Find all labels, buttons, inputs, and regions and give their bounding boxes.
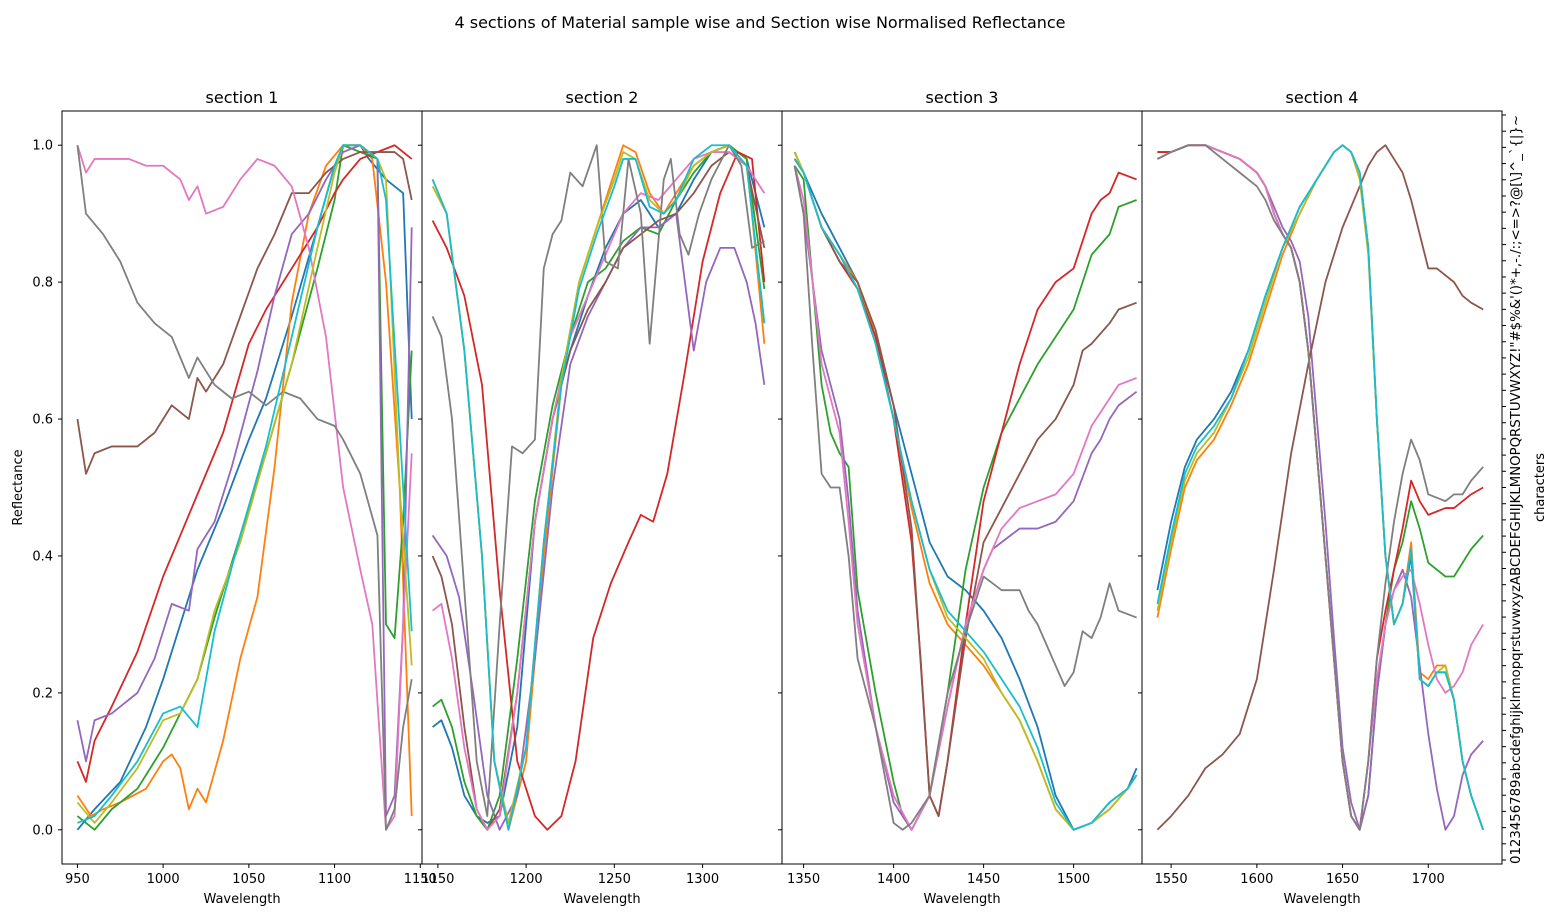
series-line-2-8 bbox=[431, 144, 765, 817]
y-tick-label: 1.0 bbox=[32, 139, 53, 154]
x-tick-label: 1700 bbox=[1412, 872, 1445, 887]
series-line-4-8 bbox=[1157, 144, 1484, 831]
x-axis-label: Wavelength bbox=[923, 892, 1000, 907]
right-axis: 0123456789abcdefghijklmnopqrstuvwxyzABCD… bbox=[1502, 114, 1548, 864]
x-tick-label: 1150 bbox=[404, 872, 437, 887]
figure-title: 4 sections of Material sample wise and S… bbox=[454, 13, 1065, 32]
x-tick-label: 1000 bbox=[147, 872, 180, 887]
series-line-1-10 bbox=[77, 144, 413, 824]
series-line-2-7 bbox=[432, 151, 766, 831]
y-tick-label: 0.6 bbox=[32, 413, 53, 428]
x-axis-label: Wavelength bbox=[1283, 892, 1360, 907]
y-axis-label: Reflectance bbox=[11, 449, 26, 525]
series-line-2-3 bbox=[432, 144, 766, 831]
chart-panels: section 1 950 1000 1050 1100 1150 Wavelength 0.… bbox=[11, 88, 1503, 907]
chart-panel-4: section 4 1550 1600 1650 1700 Wavelength bbox=[1138, 88, 1503, 907]
x-tick-label: 1100 bbox=[318, 872, 351, 887]
y-tick-label: 0.4 bbox=[32, 549, 53, 564]
series-line-1-7 bbox=[76, 144, 413, 831]
right-axis-label: characters bbox=[1533, 453, 1548, 522]
x-tick-label: 1350 bbox=[787, 872, 820, 887]
y-tick-label: 0.0 bbox=[32, 823, 53, 838]
series-line-3-7 bbox=[793, 165, 1137, 831]
series-line-1-5 bbox=[76, 144, 413, 817]
y-tick-label: 0.2 bbox=[32, 686, 53, 701]
x-tick-label: 1650 bbox=[1326, 872, 1359, 887]
series-line-1-4 bbox=[76, 144, 413, 783]
x-tick-label: 1200 bbox=[510, 872, 543, 887]
series-line-4-6 bbox=[1156, 144, 1484, 831]
x-tick-label: 1450 bbox=[967, 872, 1000, 887]
series-line-2-4 bbox=[431, 151, 766, 831]
x-tick-label: 1250 bbox=[598, 872, 631, 887]
x-tick-label: 1050 bbox=[232, 872, 265, 887]
series-line-2-10 bbox=[431, 144, 766, 831]
series-line-4-10 bbox=[1156, 144, 1484, 831]
series-line-3-10 bbox=[793, 158, 1138, 831]
panel-title: section 2 bbox=[566, 88, 639, 107]
right-axis-ticklabels: 0123456789abcdefghijklmnopqrstuvwxyzABCD… bbox=[1509, 115, 1524, 864]
x-tick-label: 1150 bbox=[421, 872, 454, 887]
x-tick-label: 1600 bbox=[1240, 872, 1273, 887]
x-tick-label: 1300 bbox=[686, 872, 719, 887]
series-line-2-6 bbox=[431, 151, 766, 831]
x-axis-label: Wavelength bbox=[563, 892, 640, 907]
panel-title: section 4 bbox=[1286, 88, 1359, 107]
chart-panel-2: section 2 1150 1200 1250 1300 Wavelength bbox=[418, 88, 783, 907]
panel-title: section 1 bbox=[206, 88, 279, 107]
series-line-1-8 bbox=[76, 145, 413, 831]
series-line-2-1 bbox=[432, 144, 766, 824]
series-line-3-8 bbox=[793, 165, 1137, 831]
x-axis-label: Wavelength bbox=[203, 892, 280, 907]
panel-title: section 3 bbox=[926, 88, 999, 107]
x-tick-label: 1550 bbox=[1155, 872, 1188, 887]
x-tick-label: 1500 bbox=[1057, 872, 1090, 887]
x-tick-label: 950 bbox=[65, 872, 90, 887]
y-tick-label: 0.8 bbox=[32, 276, 53, 291]
x-tick-label: 1400 bbox=[877, 872, 910, 887]
series-line-1-6 bbox=[76, 151, 413, 475]
chart-panel-3: section 3 1350 1400 1450 1500 Wavelength bbox=[778, 88, 1143, 907]
series-line-1-1 bbox=[76, 144, 413, 831]
